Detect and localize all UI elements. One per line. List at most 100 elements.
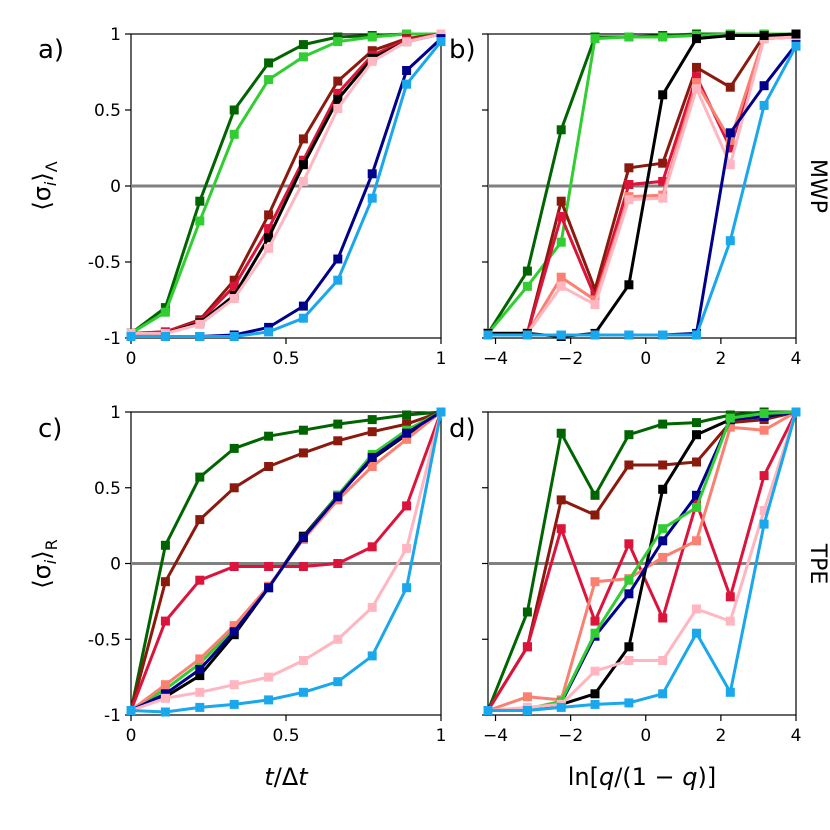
y-tick-label: -0.5 [88,630,121,650]
data-point-salmon [160,680,170,690]
data-point-black [692,430,701,440]
data-point-pink [692,604,701,614]
data-point-crimson [367,542,377,552]
x-tick-label: 1 [436,726,447,746]
data-point-pink [658,656,668,665]
series-line-sky_blue [130,411,443,714]
data-point-black [195,671,205,681]
series-line-pink [131,32,442,335]
data-point-sky_blue [264,695,274,705]
data-point-pink [624,195,634,205]
data-point-crimson [333,559,343,568]
data-point-dark_red [590,510,600,520]
data-point-sky_blue [556,702,566,712]
data-point-dark_red [725,82,735,92]
data-point-salmon [590,577,600,587]
data-point-crimson [229,562,239,571]
data-point-navy [367,169,377,179]
data-point-sky_blue [791,407,801,417]
data-point-light_green [658,32,668,42]
data-point-pink [556,281,566,291]
x-tick-label: −4 [483,349,508,369]
panel-b-label: b) [449,35,476,65]
x-tick-label: −4 [483,726,508,746]
data-point-sky_blue [333,677,343,687]
data-point-crimson [556,211,566,221]
x-tick-label: 0.5 [272,349,299,369]
data-point-dark_green [298,425,308,435]
data-point-dark_red [229,483,239,493]
panel-c-label: c) [38,414,62,444]
data-point-dark_green [333,32,343,42]
data-point-pink [264,243,274,253]
data-point-light_green [195,216,205,226]
data-point-black [692,34,701,44]
data-point-pink [195,319,205,329]
data-point-navy [367,452,377,462]
data-point-navy [333,254,343,264]
series-light_green [126,29,446,338]
data-point-salmon [692,78,701,88]
data-point-dark_green [264,58,274,68]
data-point-dark_red [264,210,274,220]
series-line-crimson [130,32,442,335]
data-point-dark_green [229,443,239,453]
data-point-dark_red [624,163,634,173]
data-point-black [590,689,600,699]
data-point-crimson [658,613,668,623]
data-point-dark_green [402,410,412,420]
y-tick-label: 0 [110,555,121,575]
data-point-navy [402,66,412,75]
data-point-light_green [402,29,412,39]
data-point-dark_green [556,125,566,135]
data-point-dark_green [522,607,532,617]
data-point-light_green [556,237,566,247]
series-line-crimson [486,411,798,712]
series-line-pink [487,411,798,712]
data-point-sky_blue [126,706,136,715]
data-point-pink [367,56,377,66]
data-point-black [658,484,668,494]
data-point-dark_red [229,275,239,285]
data-point-light_green [264,75,274,85]
series-sky_blue [126,37,446,341]
data-point-dark_red [556,495,566,505]
data-point-black [624,642,634,652]
data-point-black [333,94,343,104]
data-point-light_green [590,628,600,638]
data-point-light_green [229,129,239,139]
plot-layer: -1 -0.5 0 0.5 1 0 0.5 1 −4 −2 0 2 4 -1 -0.5 0 0.5 1 0 0.5 1 −… [88,25,802,746]
data-point-dark_red [556,196,566,206]
data-point-dark_red [367,427,377,437]
data-point-sky_blue [160,707,170,717]
data-point-dark_red [195,515,205,525]
series-line-dark_green [129,410,442,711]
data-point-light_green [624,575,634,585]
data-point-sky_blue [436,407,446,417]
data-point-dark_green [522,266,532,276]
data-point-salmon [522,692,532,702]
series-line-navy [131,37,443,338]
series-line-sky_blue [131,40,443,338]
data-point-crimson [658,176,668,186]
data-point-dark_green [195,196,205,206]
data-point-dark_red [264,462,274,471]
data-point-dark_green [624,430,634,440]
data-point-dark_green [229,105,239,115]
data-point-pink [195,687,205,697]
y-tick-label: 0 [110,177,121,197]
data-point-sky_blue [624,330,634,340]
data-point-pink [229,294,239,303]
row-label-mwp: MWP [805,159,830,213]
data-point-sky_blue [402,583,412,593]
data-point-dark_red [160,577,170,587]
data-point-navy [195,665,205,674]
data-point-dark_green [658,419,668,429]
data-point-sky_blue [590,330,600,340]
y-axis-label-top: ⟨σi⟩Λ [28,161,61,210]
series-sky_blue [483,41,801,340]
series-line-crimson [129,411,443,712]
data-point-sky_blue [126,332,136,341]
data-point-black [624,280,634,290]
